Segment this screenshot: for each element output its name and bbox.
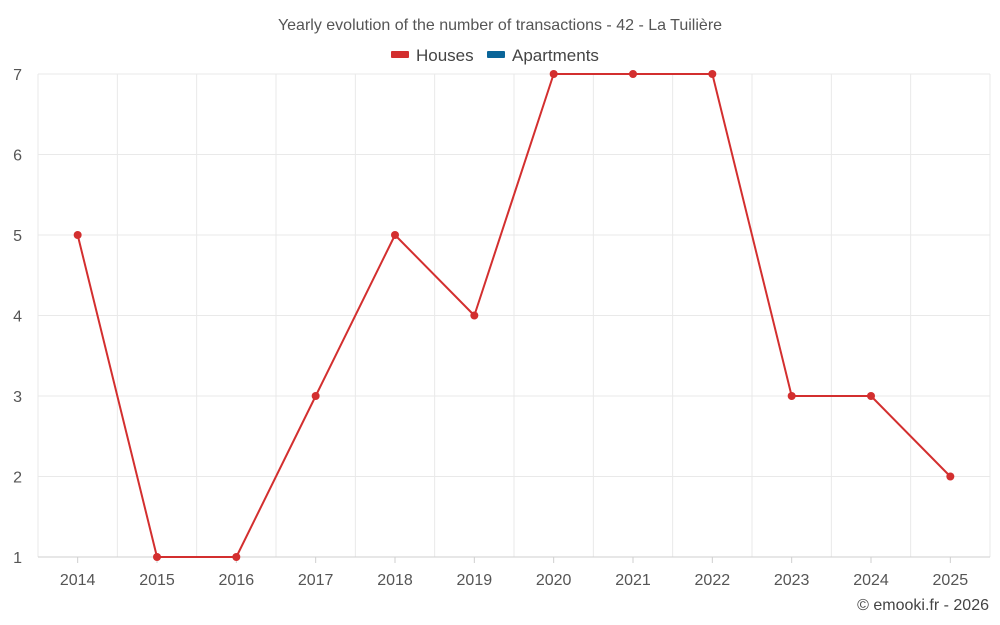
legend: Houses Apartments <box>391 46 599 65</box>
x-tick-label: 2020 <box>536 572 572 589</box>
x-tick-label: 2023 <box>774 572 810 589</box>
x-tick-label: 2014 <box>60 572 96 589</box>
x-tick-label: 2015 <box>139 572 175 589</box>
y-tick-label: 2 <box>13 470 22 487</box>
data-point-houses-2014[interactable] <box>73 231 82 239</box>
legend-item-apartments[interactable]: Apartments <box>487 46 599 65</box>
data-point-houses-2020[interactable] <box>549 70 558 78</box>
legend-label-houses: Houses <box>416 46 474 65</box>
y-tick-label: 6 <box>13 148 22 165</box>
legend-item-houses[interactable]: Houses <box>391 46 474 65</box>
legend-label-apartments: Apartments <box>512 46 599 65</box>
y-tick-label: 4 <box>13 309 22 326</box>
credit-text: © emooki.fr - 2026 <box>857 597 989 614</box>
y-tick-label: 5 <box>13 228 22 245</box>
data-point-houses-2024[interactable] <box>867 392 875 400</box>
x-tick-label: 2018 <box>377 572 413 589</box>
legend-swatch-apartments <box>487 51 505 58</box>
data-point-houses-2022[interactable] <box>708 70 717 78</box>
data-point-houses-2017[interactable] <box>311 392 320 400</box>
data-point-houses-2018[interactable] <box>391 231 399 239</box>
data-point-houses-2019[interactable] <box>470 311 479 320</box>
x-tick-label: 2025 <box>933 572 969 589</box>
data-point-houses-2023[interactable] <box>787 392 796 400</box>
grid <box>37 73 991 557</box>
x-tick-label: 2022 <box>695 572 731 589</box>
data-point-houses-2016[interactable] <box>232 553 241 561</box>
y-tick-label: 3 <box>13 389 22 406</box>
x-tick-label: 2024 <box>853 572 889 589</box>
x-tick-label: 2016 <box>219 572 255 589</box>
y-tick-label: 7 <box>13 67 22 84</box>
x-tick-label: 2021 <box>615 572 651 589</box>
series-line-houses <box>76 73 952 558</box>
data-point-houses-2021[interactable] <box>629 70 637 78</box>
series <box>73 70 955 561</box>
x-tick-label: 2017 <box>298 572 334 589</box>
data-point-houses-2015[interactable] <box>153 553 161 561</box>
chart-title: Yearly evolution of the number of transa… <box>278 17 722 34</box>
x-tick-label: 2019 <box>457 572 493 589</box>
axes: 1 2 3 4 5 6 7 2014 2015 2016 2017 2018 2019 2020 2021 2… <box>13 67 990 589</box>
y-tick-label: 1 <box>13 550 22 567</box>
data-point-houses-2025[interactable] <box>946 472 955 481</box>
legend-swatch-houses <box>391 51 409 58</box>
